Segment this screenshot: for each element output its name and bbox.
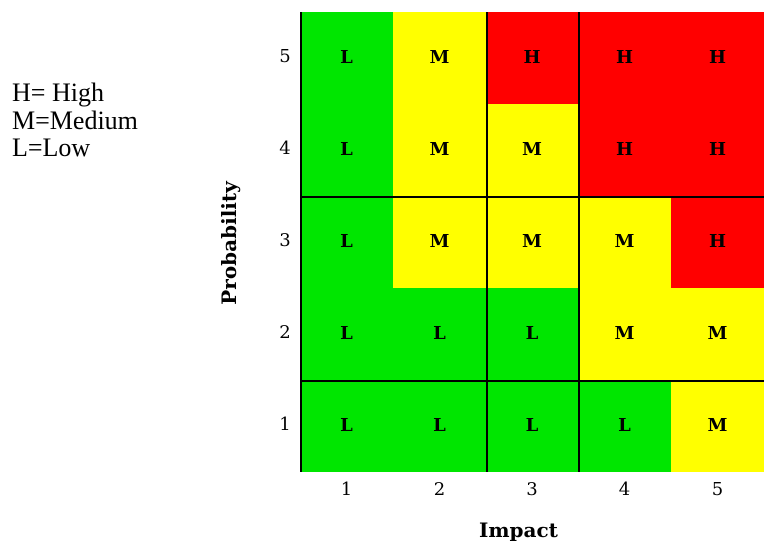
risk-cell-p5-i5: H <box>671 12 764 104</box>
impact-axis-label: Impact <box>479 518 558 542</box>
risk-cell-p3-i5: H <box>671 196 764 288</box>
risk-cell-p3-i4: M <box>578 196 671 288</box>
risk-cell-p4-i1: L <box>300 104 393 196</box>
matrix-vertical-gridline <box>486 12 488 472</box>
risk-cell-p4-i2: M <box>393 104 486 196</box>
risk-cell-p5-i4: H <box>578 12 671 104</box>
impact-tick: 2 <box>433 479 446 500</box>
legend-low: L=Low <box>12 133 91 163</box>
impact-tick: 3 <box>526 479 538 500</box>
matrix-vertical-gridline <box>300 12 302 472</box>
risk-cell-p2-i5: M <box>671 288 764 380</box>
risk-cell-p2-i3: L <box>486 288 578 380</box>
risk-cell-p1-i5: M <box>671 380 764 472</box>
probability-tick: 2 <box>279 322 291 343</box>
probability-tick: 3 <box>279 230 291 251</box>
risk-legend: H= High M=Medium L=Low <box>12 79 138 162</box>
risk-cell-p4-i3: M <box>486 104 578 196</box>
legend-medium: M=Medium <box>12 105 138 135</box>
risk-cell-p2-i2: L <box>393 288 486 380</box>
matrix-vertical-gridline <box>578 12 580 472</box>
probability-tick: 4 <box>279 138 291 159</box>
impact-tick: 1 <box>340 479 353 500</box>
risk-cell-p2-i1: L <box>300 288 393 380</box>
probability-axis-label: Probability <box>217 181 241 305</box>
matrix-horizontal-gridline <box>300 196 764 198</box>
risk-cell-p4-i4: H <box>578 104 671 196</box>
impact-tick: 4 <box>618 479 631 500</box>
legend-high: H= High <box>12 78 104 107</box>
risk-cell-p3-i3: M <box>486 196 578 288</box>
probability-tick: 1 <box>279 414 291 435</box>
risk-cell-p5-i2: M <box>393 12 486 104</box>
risk-cell-p2-i4: M <box>578 288 671 380</box>
risk-cell-p4-i5: H <box>671 104 764 196</box>
risk-cell-p5-i1: L <box>300 12 393 104</box>
risk-cell-p3-i2: M <box>393 196 486 288</box>
risk-cell-p1-i3: L <box>486 380 578 472</box>
risk-cell-p5-i3: H <box>486 12 578 104</box>
risk-cell-p1-i4: L <box>578 380 671 472</box>
risk-cell-p1-i2: L <box>393 380 486 472</box>
risk-cell-p3-i1: L <box>300 196 393 288</box>
probability-tick: 5 <box>279 46 291 67</box>
risk-cell-p1-i1: L <box>300 380 393 472</box>
matrix-horizontal-gridline <box>300 380 764 382</box>
impact-tick: 5 <box>711 479 724 500</box>
